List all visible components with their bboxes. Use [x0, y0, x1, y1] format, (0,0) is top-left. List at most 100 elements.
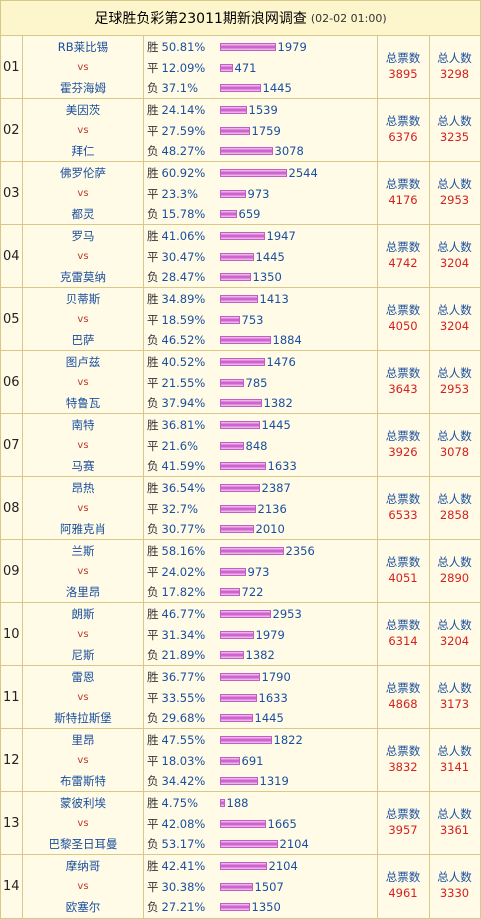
lose-stat: 负 41.59% 1633 [147, 456, 297, 476]
teams-cell: 兰斯 vs 洛里昂 [23, 540, 144, 603]
win-label: 胜 [147, 859, 159, 873]
away-team[interactable]: 布雷斯特 [60, 774, 106, 788]
match-number-cell: 03 [1, 162, 23, 225]
draw-count: 1507 [254, 880, 284, 894]
home-team[interactable]: 昂热 [71, 481, 95, 495]
home-team[interactable]: 美因茨 [65, 103, 101, 117]
lose-bar [219, 777, 258, 785]
match-number-cell: 13 [1, 792, 23, 855]
away-team[interactable]: 克雷莫纳 [60, 270, 106, 284]
lose-label: 负 [147, 522, 159, 536]
people-value: 3078 [439, 445, 470, 459]
win-label: 胜 [147, 670, 159, 684]
draw-count: 691 [241, 754, 264, 768]
away-team[interactable]: 马赛 [71, 459, 95, 473]
match-row: 03 佛罗伦萨 vs 都灵 胜 60.92% 2544 平 23.3% 973 … [0, 161, 481, 226]
draw-count: 785 [245, 376, 268, 390]
win-label: 胜 [147, 544, 159, 558]
away-team[interactable]: 斯特拉斯堡 [54, 711, 112, 725]
match-number: 10 [3, 627, 20, 642]
draw-percent: 18.03% [161, 754, 206, 768]
win-percent: 34.89% [161, 292, 206, 306]
away-team[interactable]: 尼斯 [71, 648, 95, 662]
lose-stat: 负 21.89% 1382 [147, 645, 275, 665]
votes-cell: 总票数 4868 [377, 666, 430, 729]
stats-cell: 胜 36.77% 1790 平 33.55% 1633 负 29.68% 144… [143, 666, 378, 729]
win-bar [219, 43, 276, 51]
home-team[interactable]: 罗马 [71, 229, 95, 243]
away-team[interactable]: 洛里昂 [65, 585, 101, 599]
home-team[interactable]: 蒙彼利埃 [60, 796, 106, 810]
people-cell: 总人数 2890 [429, 540, 480, 603]
away-team[interactable]: 霍芬海姆 [60, 81, 106, 95]
match-row: 13 蒙彼利埃 vs 巴黎圣日耳曼 胜 4.75% 188 平 42.08% 1… [0, 791, 481, 856]
lose-count: 1445 [262, 81, 292, 95]
win-bar [219, 610, 271, 618]
home-team[interactable]: 图卢兹 [65, 355, 101, 369]
lose-count: 1350 [251, 900, 281, 914]
away-team[interactable]: 欧塞尔 [65, 900, 101, 914]
people-label: 总人数 [437, 681, 472, 695]
win-stat: 胜 41.06% 1947 [147, 226, 296, 246]
draw-stat: 平 23.3% 973 [147, 184, 269, 204]
teams-cell: 贝蒂斯 vs 巴萨 [23, 288, 144, 351]
draw-percent: 23.3% [161, 187, 199, 201]
votes-label: 总票数 [385, 555, 421, 569]
home-team[interactable]: 贝蒂斯 [65, 292, 101, 306]
home-team[interactable]: 佛罗伦萨 [60, 166, 106, 180]
people-cell: 总人数 3204 [429, 225, 480, 288]
win-count: 1790 [261, 670, 291, 684]
win-stat: 胜 36.54% 2387 [147, 478, 291, 498]
home-team[interactable]: 兰斯 [71, 544, 95, 558]
home-team[interactable]: 朗斯 [71, 607, 95, 621]
match-number: 03 [3, 186, 20, 201]
win-label: 胜 [147, 418, 159, 432]
draw-stat: 平 12.09% 471 [147, 58, 256, 78]
draw-percent: 32.7% [161, 502, 199, 516]
lose-stat: 负 29.68% 1445 [147, 708, 284, 728]
lose-count: 1382 [263, 396, 293, 410]
home-team[interactable]: 摩纳哥 [65, 859, 101, 873]
people-value: 3173 [439, 697, 470, 711]
match-number-cell: 02 [1, 99, 23, 162]
away-team[interactable]: 特鲁瓦 [65, 396, 101, 410]
away-team[interactable]: 巴萨 [71, 333, 95, 347]
draw-percent: 30.38% [161, 880, 206, 894]
vs-label: vs [77, 440, 89, 451]
away-team[interactable]: 都灵 [71, 207, 95, 221]
lose-stat: 负 34.42% 1319 [147, 771, 289, 791]
draw-stat: 平 30.47% 1445 [147, 247, 285, 267]
away-team[interactable]: 巴黎圣日耳曼 [48, 837, 118, 851]
match-number-cell: 04 [1, 225, 23, 288]
draw-count: 2136 [257, 502, 287, 516]
draw-count: 1759 [251, 124, 281, 138]
people-cell: 总人数 3235 [429, 99, 480, 162]
lose-count: 1319 [259, 774, 289, 788]
people-value: 3204 [439, 319, 470, 333]
votes-value: 4742 [388, 256, 418, 270]
draw-bar [219, 820, 266, 828]
teams-cell: 雷恩 vs 斯特拉斯堡 [23, 666, 144, 729]
win-bar [219, 484, 260, 492]
lose-label: 负 [147, 711, 159, 725]
draw-percent: 31.34% [161, 628, 206, 642]
people-cell: 总人数 2953 [429, 351, 480, 414]
home-team[interactable]: 雷恩 [71, 670, 95, 684]
votes-value: 3957 [388, 823, 418, 837]
votes-cell: 总票数 3957 [377, 792, 430, 855]
votes-cell: 总票数 6533 [377, 477, 430, 540]
away-team[interactable]: 拜仁 [71, 144, 95, 158]
away-team[interactable]: 阿雅克肖 [60, 522, 106, 536]
people-label: 总人数 [437, 744, 472, 758]
teams-cell: 图卢兹 vs 特鲁瓦 [23, 351, 144, 414]
home-team[interactable]: 里昂 [71, 733, 95, 747]
lose-percent: 21.89% [161, 648, 206, 662]
people-value: 3235 [439, 130, 470, 144]
stats-cell: 胜 47.55% 1822 平 18.03% 691 负 34.42% 1319 [143, 729, 378, 792]
people-label: 总人数 [437, 492, 472, 506]
lose-bar [219, 651, 244, 659]
home-team[interactable]: 南特 [71, 418, 95, 432]
home-team[interactable]: RB莱比锡 [57, 40, 109, 54]
lose-bar [219, 714, 253, 722]
people-label: 总人数 [437, 870, 472, 884]
